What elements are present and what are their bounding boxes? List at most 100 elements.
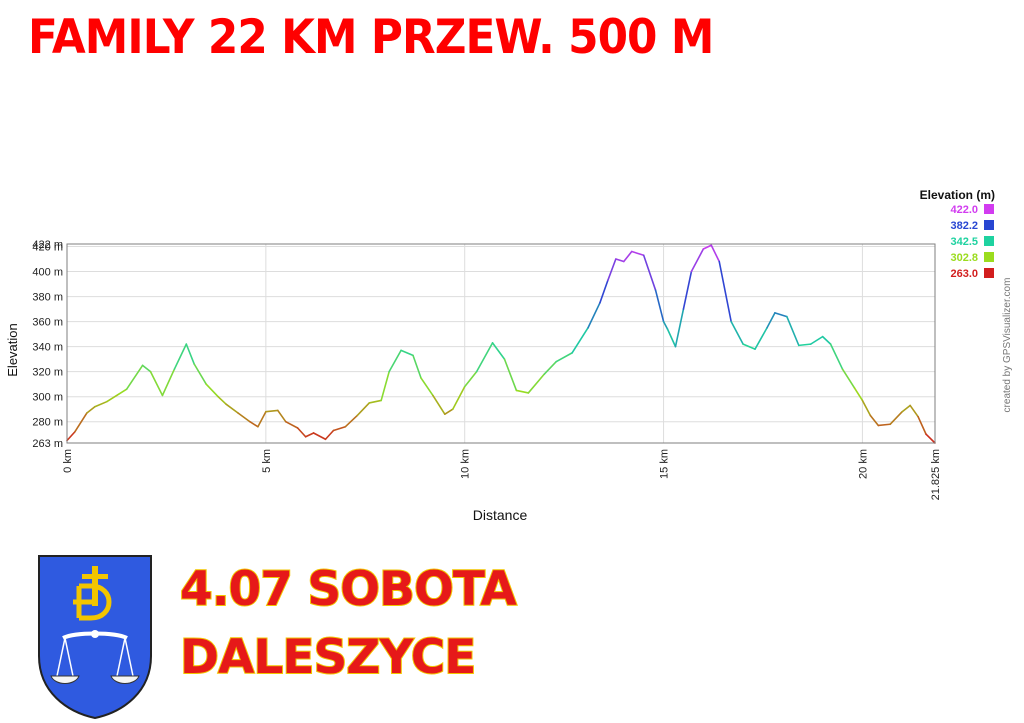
y-tick-label: 360 m [32,317,63,329]
elevation-segment [205,383,219,398]
elevation-segment [276,409,287,423]
y-tick-labels: 263 m 280 m 300 m 320 m 340 m 360 m 380 m 400 m… [32,239,63,450]
x-tick-label: 5 km [261,449,273,473]
legend-swatch [984,252,994,262]
elevation-segment [674,308,685,348]
elevation-segment [161,368,176,397]
elevation-segment [754,327,768,350]
elevation-segment [829,343,844,370]
elevation-line [66,244,936,444]
elevation-segment [607,258,617,282]
elevation-segment [173,343,188,370]
elevation-segment [304,432,315,438]
y-tick-label: 263 m [32,438,63,450]
elevation-segment [344,414,359,428]
elevation-segment [117,388,128,395]
elevation-segment [332,425,347,432]
elevation-segment [185,343,196,365]
elevation-chart: 263 m 280 m 300 m 320 m 340 m 360 m 380 m 400 m… [5,188,1013,523]
elevation-segment [420,377,434,397]
elevation-segment [149,370,164,397]
elevation-segment [503,358,518,392]
page-title: FAMILY 22 KM PRZEW. 500 M [28,10,714,65]
elevation-segment [599,279,609,304]
elevation-segment [432,394,446,416]
elevation-segment [710,244,721,263]
elevation-segment [786,315,800,347]
y-tick-label: 300 m [32,392,63,404]
elevation-segment [125,364,144,390]
coat-of-arms-icon [38,555,152,720]
elevation-segment [615,258,625,263]
elevation-segment [571,327,589,354]
elevation-segment [475,342,494,373]
elevation-segment [587,302,601,329]
y-tick-label: 380 m [32,292,63,304]
elevation-segment [284,420,299,429]
elevation-segment [774,312,788,318]
elevation-segment [682,270,693,310]
elevation-segment [869,414,880,427]
elevation-segment [400,349,414,357]
event-place-text: DALESZYCE [179,629,477,686]
elevation-segment [380,370,390,402]
elevation-segment [451,385,466,411]
legend-label: 342.5 [950,236,978,248]
elevation-segment [86,405,96,414]
y-tick-label: 320 m [32,367,63,379]
elevation-segment [74,412,88,433]
x-tick-label: 21.825 km [930,449,942,500]
elevation-segment [766,312,776,329]
legend: 422.0 382.2 342.5 302.8 263.0 [950,204,994,280]
elevation-segment [642,254,657,292]
elevation-segment [925,433,936,444]
elevation-segment [702,244,713,250]
elevation-segment [730,320,744,345]
elevation-segment [821,335,832,345]
elevation-segment [690,248,705,273]
elevation-segment [555,352,573,363]
elevation-segment [809,335,824,345]
elevation-segment [654,289,665,323]
elevation-segment [193,363,207,385]
legend-title: Elevation (m) [920,188,995,202]
y-tick-label: 422 m [32,239,63,251]
elevation-segment [105,393,120,403]
elevation-segment [515,389,530,394]
elevation-segment [444,408,454,416]
elevation-segment [265,409,279,413]
elevation-segment [296,427,307,438]
legend-swatch [984,220,994,230]
elevation-segment [388,349,402,373]
x-tick-label: 20 km [857,449,869,479]
elevation-segment [909,404,919,418]
elevation-segment [917,415,927,436]
elevation-segment [66,430,76,442]
elevation-segment [412,354,422,379]
elevation-segment [853,387,864,402]
legend-label: 422.0 [950,204,978,216]
elevation-segment [543,360,557,375]
elevation-segment [861,399,872,417]
elevation-segment [249,420,259,428]
elevation-segment [666,328,677,348]
legend-swatch [984,268,994,278]
elevation-segment [662,320,669,330]
y-tick-label: 420 m [32,242,63,254]
elevation-segment [630,250,645,257]
elevation-segment [742,343,756,350]
elevation-segment [877,423,892,427]
elevation-segment [312,432,327,441]
elevation-segment [225,403,239,414]
elevation-segment [94,400,108,408]
elevation-segment [356,402,371,417]
elevation-segment [217,395,227,406]
elevation-segment [889,410,903,426]
elevation-segment [901,404,911,413]
legend-label: 263.0 [950,268,978,280]
elevation-segment [463,370,478,388]
elevation-segment [718,260,732,323]
legend-label: 302.8 [950,252,978,264]
elevation-segment [237,412,251,423]
x-tick-labels: 0 km 5 km 10 km 15 km 20 km 21.825 km [62,449,942,500]
